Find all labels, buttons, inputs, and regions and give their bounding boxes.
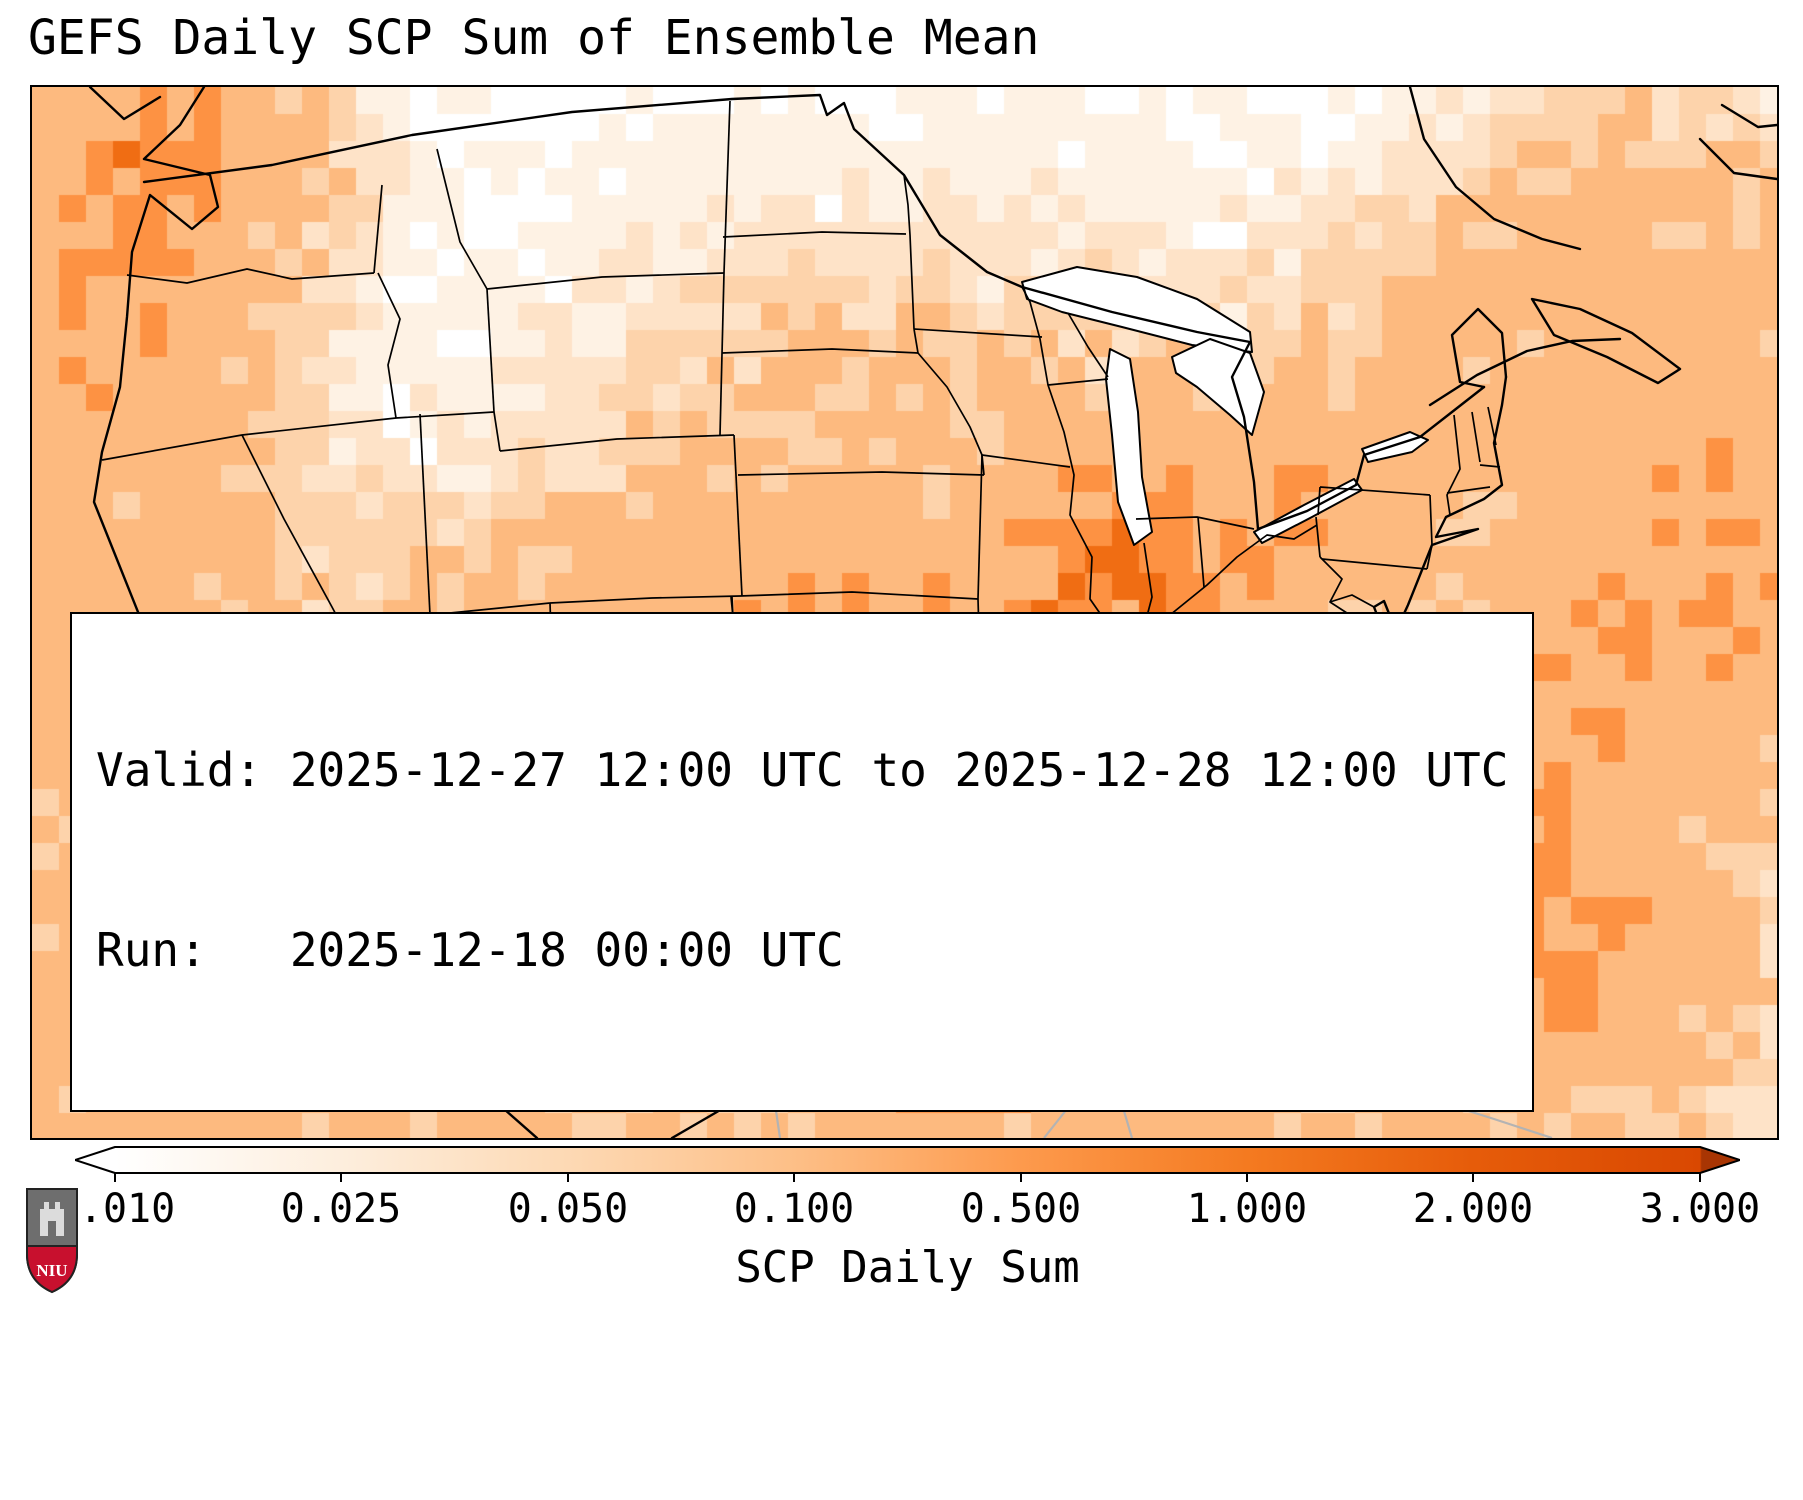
niu-logo: NIU [26, 1188, 78, 1294]
colorbar-label: SCP Daily Sum [735, 1242, 1080, 1293]
logo-text: NIU [36, 1261, 67, 1280]
run-time-text: Run: 2025-12-18 00:00 UTC [96, 922, 844, 977]
castle-icon [40, 1202, 64, 1236]
validity-info-box: Valid: 2025-12-27 12:00 UTC to 2025-12-2… [70, 611, 1535, 1112]
colorbar-tick: 0.500 [960, 1186, 1082, 1232]
colorbar-tick: 0.025 [280, 1186, 402, 1232]
colorbar-gradient [74, 1146, 1741, 1174]
colorbar-tick: 2.000 [1412, 1186, 1534, 1232]
logo-red-band [26, 1245, 78, 1294]
colorbar-tick: 1.000 [1186, 1186, 1308, 1232]
colorbar-tickmarks [114, 1173, 1701, 1182]
colorbar-tick: 0.050 [507, 1186, 629, 1232]
colorbar-tick: 0.100 [733, 1186, 855, 1232]
castle-door [48, 1221, 56, 1236]
colorbar [74, 1146, 1741, 1186]
colorbar-tick: 3.000 [1639, 1186, 1761, 1232]
map-container: Valid: 2025-12-27 12:00 UTC to 2025-12-2… [30, 85, 1779, 1140]
great-lakes [1021, 266, 1429, 546]
colorbar-ticks: 0.010 0.025 0.050 0.100 0.500 1.000 2.00… [55, 1186, 1760, 1232]
valid-time-text: Valid: 2025-12-27 12:00 UTC to 2025-12-2… [96, 743, 1509, 798]
page-title: GEFS Daily SCP Sum of Ensemble Mean [28, 10, 1040, 66]
